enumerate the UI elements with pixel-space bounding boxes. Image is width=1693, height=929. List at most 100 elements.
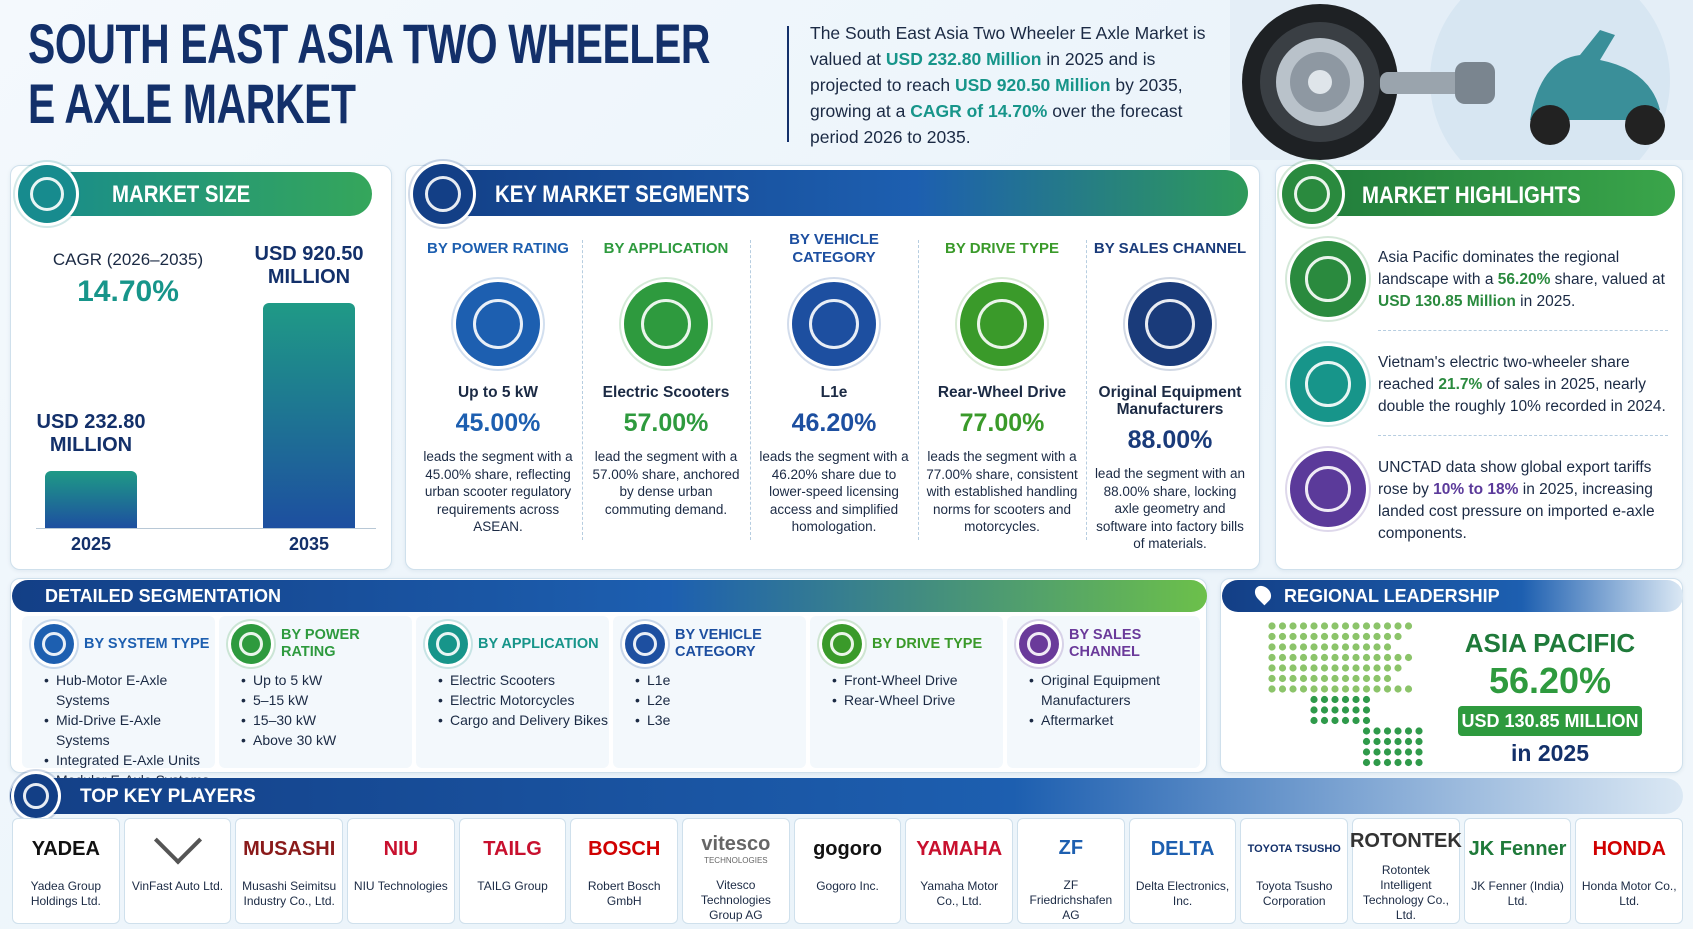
segment-share: 57.00% bbox=[623, 409, 709, 437]
map-dot bbox=[1320, 674, 1329, 683]
logo-text: TOYOTA TSUSHO bbox=[1247, 843, 1341, 855]
map-dot bbox=[1331, 632, 1339, 641]
map-dot bbox=[1320, 643, 1329, 651]
segment-name: L1e bbox=[820, 384, 848, 401]
map-dot bbox=[1268, 632, 1276, 641]
highlight-text: Vietnam's electric two-wheeler share rea… bbox=[1378, 352, 1670, 418]
map-dot bbox=[1331, 622, 1339, 630]
list-item: • Cargo and Delivery Bikes bbox=[438, 710, 610, 730]
player-name: JK Fenner (India) Ltd. bbox=[1471, 879, 1564, 908]
section-title: DETAILED SEGMENTATION bbox=[45, 586, 281, 606]
map-dot bbox=[1331, 716, 1339, 725]
list-item: • Rear-Wheel Drive bbox=[832, 690, 1004, 710]
segment-text: lead the segment with a 57.00% share, an… bbox=[592, 449, 740, 517]
player-card: DELTA Delta Electronics, Inc. bbox=[1128, 818, 1237, 924]
text: UNCTAD data show global export tariffs r… bbox=[1378, 459, 1652, 498]
region-value: USD 130.85 MILLION bbox=[1458, 706, 1642, 736]
player-card: HONDA Honda Motor Co., Ltd. bbox=[1575, 818, 1684, 924]
player-row: YADEA Yadea Group Holdings Ltd. VinFast Au… bbox=[12, 816, 1684, 924]
icon bbox=[1290, 241, 1366, 317]
icon bbox=[428, 624, 468, 664]
icon bbox=[1282, 164, 1342, 224]
player-name: VinFast Auto Ltd. bbox=[131, 879, 224, 893]
map-dot bbox=[1341, 695, 1350, 704]
icon bbox=[822, 624, 862, 664]
cagr-value: 14.70% bbox=[77, 275, 179, 308]
icon-ring bbox=[472, 298, 524, 350]
title-bar bbox=[12, 580, 1207, 612]
map-dot bbox=[1341, 706, 1350, 714]
logo-text: MUSASHI bbox=[243, 837, 336, 860]
group-list: • Original Equipment Manufacturers • Afterm… bbox=[1029, 670, 1201, 730]
logo: BOSCH bbox=[588, 819, 660, 879]
player-card: NIU NIU Technologies bbox=[347, 818, 455, 924]
map-dot bbox=[1352, 664, 1360, 672]
logo: vitesco TECHNOLOGIES bbox=[701, 819, 770, 878]
bullet: • bbox=[832, 692, 837, 708]
highlight-text: Asia Pacific dominates the regional land… bbox=[1378, 247, 1670, 313]
highlight: CAGR of 14.70% bbox=[910, 101, 1048, 121]
list-text: Electric Scooters bbox=[450, 672, 556, 688]
list-item: • L2e bbox=[635, 690, 807, 710]
map-dot bbox=[1299, 653, 1308, 662]
segment-share: 45.00% bbox=[455, 409, 541, 437]
map-dot bbox=[1373, 727, 1381, 735]
icon bbox=[1019, 624, 1059, 664]
map-dot bbox=[1310, 653, 1318, 662]
icon bbox=[792, 282, 876, 366]
player-name: Rotontek Intelligent Technology Co., Ltd… bbox=[1362, 863, 1449, 922]
main-title: SOUTH EAST ASIA TWO WHEELER bbox=[28, 14, 962, 74]
section-title: KEY MARKET SEGMENTS bbox=[495, 181, 795, 209]
map-dot bbox=[1373, 758, 1381, 767]
map-dot bbox=[1268, 622, 1276, 630]
logo-text: YAMAHA bbox=[916, 837, 1003, 860]
list-text: Front-Wheel Drive bbox=[844, 672, 958, 688]
text: in 2025 and is projected to reach bbox=[810, 49, 1156, 95]
map-dot bbox=[1415, 737, 1423, 746]
player-name: Musashi Seimitsu Industry Co., Ltd. bbox=[242, 879, 337, 908]
list-item: • Up to 5 kW bbox=[241, 670, 413, 690]
map-dot bbox=[1394, 622, 1402, 630]
section-title: MARKET HIGHLIGHTS bbox=[1362, 182, 1619, 210]
text: in 2025, increasing landed cost pressure… bbox=[1378, 481, 1655, 542]
title-bar bbox=[1285, 170, 1675, 216]
cagr-label: CAGR (2026–2035) bbox=[52, 250, 204, 269]
baseline bbox=[36, 528, 376, 529]
text: The South East Asia Two Wheeler E Axle M… bbox=[810, 23, 1206, 69]
segment-column: BY VEHICLE CATEGORY L1e 46.20% leads the se… bbox=[754, 228, 914, 536]
logo-text: ROTONTEK bbox=[1349, 829, 1462, 852]
group-list: • Hub-Motor E-Axle Systems • Mid-Drive E-Ax… bbox=[44, 670, 216, 790]
bar-year: 2035 bbox=[288, 534, 330, 554]
region-share: 56.20% bbox=[1488, 660, 1612, 701]
map-dot bbox=[1394, 727, 1402, 735]
dot-map bbox=[1268, 622, 1423, 767]
bullet: • bbox=[635, 712, 640, 728]
segment-text: leads the segment with a 77.00% share, c… bbox=[926, 449, 1078, 534]
map-dot bbox=[1383, 632, 1392, 641]
icon-ring bbox=[640, 298, 692, 350]
group-heading: BY POWER RATING bbox=[281, 627, 360, 660]
map-dot bbox=[1299, 622, 1308, 630]
text: in 2025. bbox=[1515, 293, 1576, 310]
text: share, valued at bbox=[1550, 271, 1665, 288]
list-text: 15–30 kW bbox=[253, 712, 317, 728]
logo-subtext: TECHNOLOGIES bbox=[704, 855, 768, 865]
icon-ring bbox=[1294, 176, 1330, 212]
segment-text: lead the segment with an 88.00% share, l… bbox=[1094, 466, 1246, 551]
segment-name: Up to 5 kW bbox=[457, 384, 539, 401]
list-item: • 15–30 kW bbox=[241, 710, 413, 730]
map-dot bbox=[1341, 664, 1350, 672]
map-dot bbox=[1383, 653, 1392, 662]
section-title-text: MARKET SIZE bbox=[112, 181, 251, 208]
icon bbox=[1128, 282, 1212, 366]
hero-illustration bbox=[1230, 0, 1693, 160]
map-dot bbox=[1278, 664, 1287, 672]
separator bbox=[750, 240, 751, 540]
map-dot bbox=[1362, 664, 1371, 672]
map-dot bbox=[1373, 748, 1381, 756]
text: Vietnam's electric two-wheeler share rea… bbox=[1378, 354, 1630, 393]
region-year: in 2025 bbox=[1511, 740, 1589, 766]
list-item: • Mid-Drive E-Axle Systems bbox=[44, 710, 216, 750]
map-dot bbox=[1362, 748, 1371, 756]
icon-ring bbox=[1144, 298, 1196, 350]
